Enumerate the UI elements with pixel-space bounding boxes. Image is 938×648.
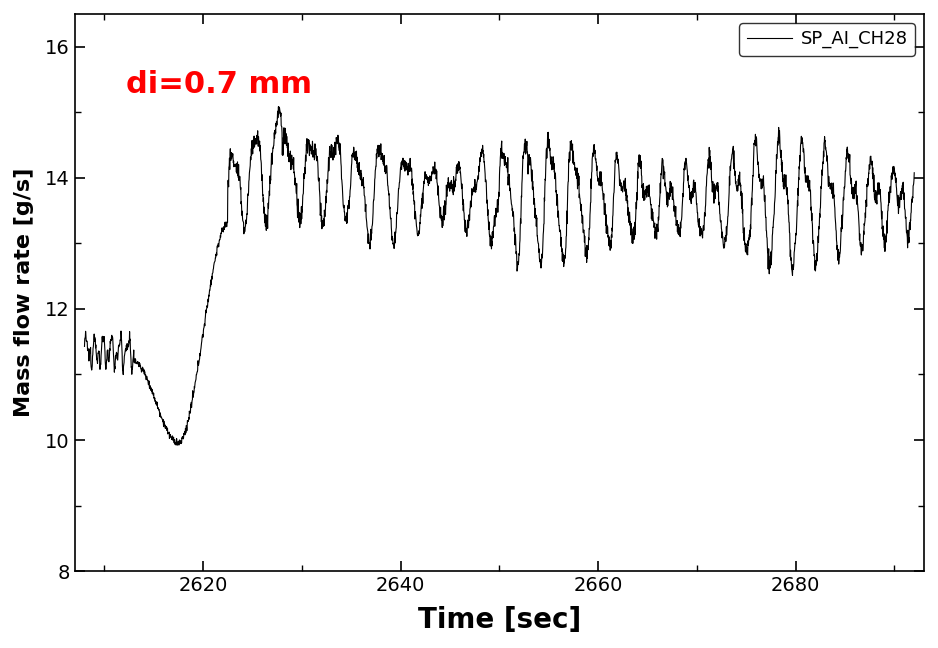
SP_AI_CH28 xyxy=(174,436,185,444)
SP_AI_CH28 xyxy=(909,169,920,177)
X-axis label: Time [sec]: Time [sec] xyxy=(417,606,581,634)
SP_AI_CH28 xyxy=(398,156,409,163)
Legend: SP_AI_CH28: SP_AI_CH28 xyxy=(739,23,915,56)
SP_AI_CH28 xyxy=(893,210,904,218)
SP_AI_CH28 xyxy=(172,441,183,449)
SP_AI_CH28 xyxy=(804,187,815,195)
SP_AI_CH28 xyxy=(79,343,90,351)
Text: di=0.7 mm: di=0.7 mm xyxy=(126,69,311,98)
SP_AI_CH28 xyxy=(273,103,284,111)
SP_AI_CH28 xyxy=(223,183,234,191)
SP_AI_CH28 xyxy=(433,202,445,209)
Line: SP_AI_CH28: SP_AI_CH28 xyxy=(84,107,915,445)
Y-axis label: Mass flow rate [g/s]: Mass flow rate [g/s] xyxy=(14,168,34,417)
